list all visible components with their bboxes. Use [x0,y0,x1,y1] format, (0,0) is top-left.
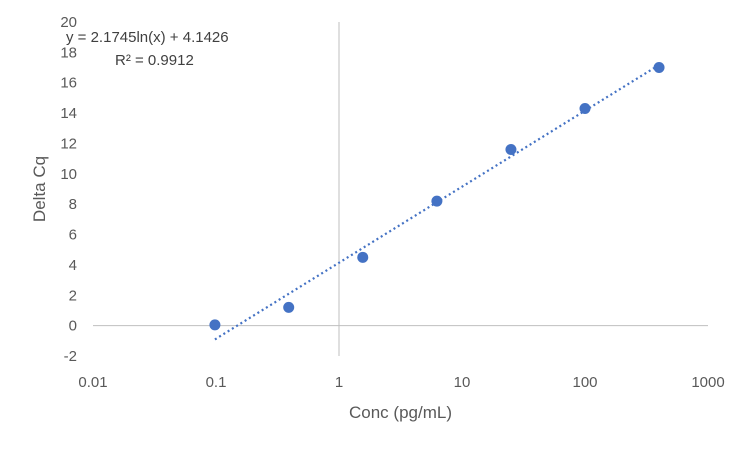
x-tick-labels: 0.01 0.1 1 10 100 1000 [78,374,724,391]
x-tick-label: 1 [335,374,343,391]
y-tick-label: 6 [69,227,77,244]
y-tick-label: 14 [60,105,77,122]
y-tick-label: 2 [69,287,77,304]
data-point [209,319,221,331]
x-tick-label: 0.1 [206,374,227,391]
data-point [505,144,517,156]
data-point [579,103,591,115]
data-point [653,62,665,74]
data-points [209,62,665,331]
trendline-equation: y = 2.1745ln(x) + 4.1426 [66,29,229,46]
y-tick-label: 12 [60,135,77,152]
y-tick-label: 16 [60,75,77,92]
data-point [431,195,443,207]
x-axis-title: Conc (pg/mL) [349,403,452,422]
data-point [283,301,295,313]
trendline-r-squared: R² = 0.9912 [115,52,194,69]
y-tick-labels: -2 0 2 4 6 8 10 12 14 16 18 20 [60,14,77,365]
x-tick-label: 0.01 [78,374,107,391]
y-tick-label: 18 [60,44,77,61]
y-tick-label: 10 [60,166,77,183]
y-axis-title: Delta Cq [30,156,49,222]
y-tick-label: -2 [64,348,77,365]
y-tick-label: 0 [69,318,77,335]
axes [93,22,708,356]
x-tick-label: 100 [572,374,597,391]
x-tick-label: 1000 [691,374,724,391]
y-tick-label: 8 [69,196,77,213]
x-tick-label: 10 [454,374,471,391]
y-tick-label: 4 [69,257,77,274]
data-point [357,251,369,263]
y-tick-label: 20 [60,14,77,31]
